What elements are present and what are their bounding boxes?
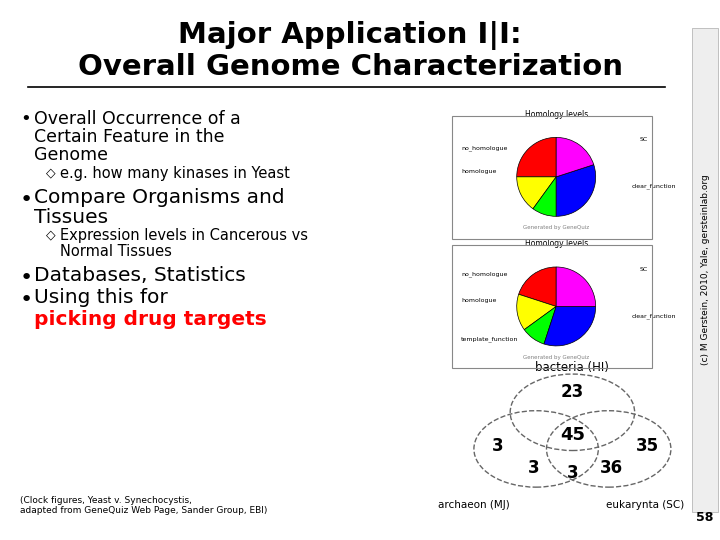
Text: clear_function: clear_function bbox=[631, 313, 676, 319]
Text: 58: 58 bbox=[696, 511, 714, 524]
Text: bacteria (HI): bacteria (HI) bbox=[536, 361, 609, 374]
Text: •: • bbox=[20, 290, 33, 310]
Text: SC: SC bbox=[639, 137, 647, 142]
Text: Using this for: Using this for bbox=[34, 288, 168, 307]
Text: SC: SC bbox=[639, 267, 647, 272]
Wedge shape bbox=[557, 267, 595, 306]
Text: •: • bbox=[20, 190, 33, 210]
Wedge shape bbox=[524, 306, 557, 344]
Title: Homology levels: Homology levels bbox=[525, 110, 588, 119]
Text: (Clock figures, Yeast v. Synechocystis,
adapted from GeneQuiz Web Page, Sander G: (Clock figures, Yeast v. Synechocystis, … bbox=[20, 496, 267, 515]
Text: •: • bbox=[20, 268, 33, 288]
Text: archaeon (MJ): archaeon (MJ) bbox=[438, 500, 510, 510]
Text: ◇: ◇ bbox=[46, 166, 55, 179]
Text: ◇: ◇ bbox=[46, 228, 55, 241]
Text: Generated by GeneQuiz: Generated by GeneQuiz bbox=[523, 355, 589, 360]
Text: Databases, Statistics: Databases, Statistics bbox=[34, 266, 246, 285]
Text: 3: 3 bbox=[567, 464, 578, 482]
Text: picking drug targets: picking drug targets bbox=[34, 310, 266, 329]
Text: homologue: homologue bbox=[461, 298, 497, 303]
Text: Genome: Genome bbox=[34, 146, 108, 164]
Title: Homology levels: Homology levels bbox=[525, 239, 588, 248]
Text: clear_function: clear_function bbox=[631, 183, 676, 189]
Text: (c) M Gerstein, 2010, Yale, gersteinlab.org: (c) M Gerstein, 2010, Yale, gersteinlab.… bbox=[701, 174, 709, 366]
Text: Major Application I|I:: Major Application I|I: bbox=[178, 21, 522, 50]
Text: Expression levels in Cancerous vs: Expression levels in Cancerous vs bbox=[60, 228, 308, 243]
Text: template_function: template_function bbox=[461, 336, 518, 342]
Text: homologue: homologue bbox=[461, 168, 497, 173]
Text: Tissues: Tissues bbox=[34, 208, 108, 227]
Text: 35: 35 bbox=[636, 437, 659, 455]
Text: 36: 36 bbox=[600, 459, 623, 477]
Wedge shape bbox=[517, 177, 557, 209]
Text: e.g. how many kinases in Yeast: e.g. how many kinases in Yeast bbox=[60, 166, 290, 181]
Bar bbox=[692, 28, 718, 512]
Text: Normal Tissues: Normal Tissues bbox=[60, 244, 172, 259]
Text: Compare Organisms and: Compare Organisms and bbox=[34, 188, 284, 207]
Text: •: • bbox=[20, 110, 31, 128]
Text: 3: 3 bbox=[528, 459, 539, 477]
Text: no_homologue: no_homologue bbox=[461, 145, 508, 151]
Wedge shape bbox=[517, 294, 557, 329]
Wedge shape bbox=[533, 177, 557, 217]
Text: no_homologue: no_homologue bbox=[461, 271, 508, 277]
Text: Overall Occurrence of a: Overall Occurrence of a bbox=[34, 110, 240, 128]
Wedge shape bbox=[518, 267, 557, 306]
Text: eukarynta (SC): eukarynta (SC) bbox=[606, 500, 684, 510]
Text: 23: 23 bbox=[561, 382, 584, 401]
Text: Certain Feature in the: Certain Feature in the bbox=[34, 128, 225, 146]
Text: 3: 3 bbox=[492, 437, 503, 455]
Wedge shape bbox=[557, 137, 594, 177]
Wedge shape bbox=[544, 306, 595, 346]
Text: Overall Genome Characterization: Overall Genome Characterization bbox=[78, 53, 623, 81]
Text: 45: 45 bbox=[560, 426, 585, 443]
Text: Generated by GeneQuiz: Generated by GeneQuiz bbox=[523, 225, 589, 230]
Wedge shape bbox=[517, 137, 557, 177]
Wedge shape bbox=[557, 165, 595, 217]
